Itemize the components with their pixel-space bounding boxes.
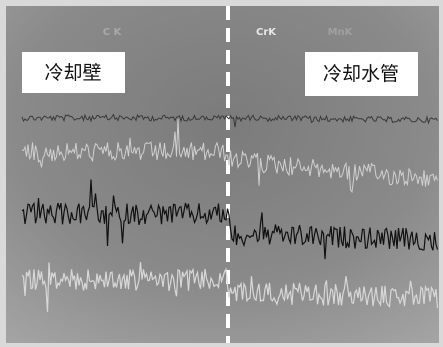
label-box	[305, 52, 418, 96]
region-label: 冷却水管	[323, 63, 399, 85]
trace	[21, 261, 439, 312]
element-label: MnK	[328, 27, 354, 38]
element-label: C K	[103, 27, 123, 38]
region-label: 冷却壁	[44, 62, 101, 84]
trace	[21, 113, 438, 128]
traces	[21, 113, 439, 312]
trace	[21, 179, 439, 260]
trace	[21, 118, 438, 194]
label-box	[22, 52, 125, 93]
element-label: CrK	[256, 27, 277, 38]
